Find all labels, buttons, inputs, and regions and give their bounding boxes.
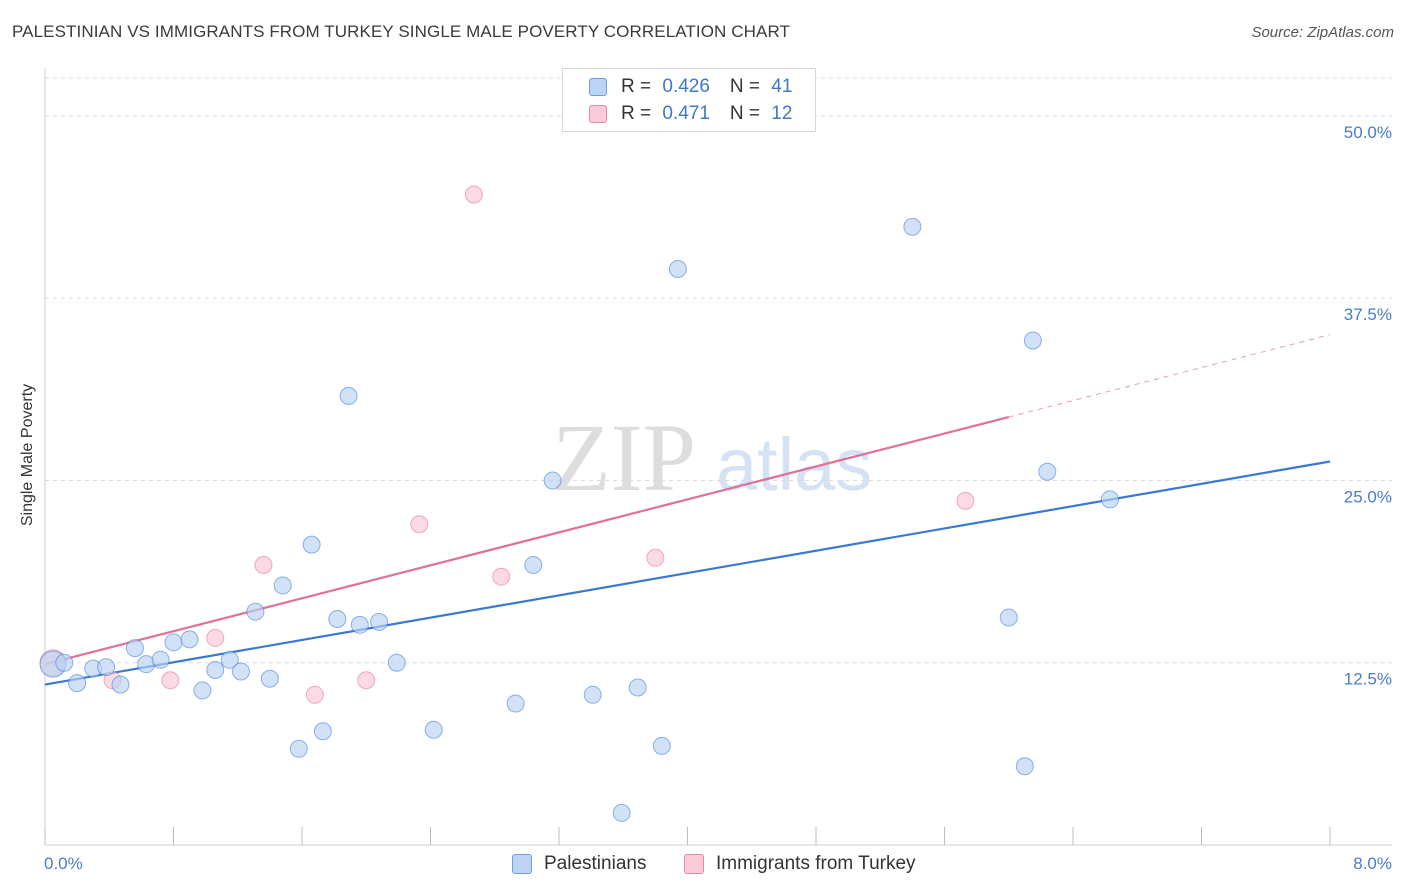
axes bbox=[44, 68, 1392, 846]
trend-line-turkey bbox=[44, 415, 1010, 666]
watermark: ZIP atlas bbox=[552, 404, 872, 511]
data-point-palestinians bbox=[1100, 490, 1119, 509]
data-point-palestinians bbox=[55, 653, 74, 672]
data-point-palestinians bbox=[220, 650, 239, 669]
watermark-zip: ZIP bbox=[552, 404, 696, 511]
source-label: Source: ZipAtlas.com bbox=[1251, 24, 1394, 41]
data-point-palestinians bbox=[350, 615, 369, 634]
data-point-palestinians bbox=[302, 535, 321, 554]
data-point-palestinians bbox=[180, 630, 199, 649]
data-point-turkey bbox=[254, 556, 273, 575]
data-point-palestinians bbox=[583, 685, 602, 704]
data-point-turkey bbox=[410, 515, 429, 534]
data-point-palestinians bbox=[206, 661, 225, 680]
data-point-palestinians bbox=[424, 720, 443, 739]
legend-r-value: 0.426 bbox=[662, 76, 710, 97]
data-point-palestinians bbox=[328, 609, 347, 628]
data-point-palestinians bbox=[231, 662, 250, 681]
bottom-legend-swatch-pink bbox=[684, 854, 704, 874]
data-point-palestinians bbox=[506, 694, 525, 713]
tick-labels: 12.5% 25.0% 37.5% 50.0% 0.0% 8.0% bbox=[44, 123, 1392, 873]
data-point-turkey bbox=[464, 185, 483, 204]
legend-swatch-blue bbox=[589, 78, 607, 96]
data-point-turkey bbox=[646, 548, 665, 567]
data-point-palestinians bbox=[1023, 331, 1042, 350]
legend-row-turkey: R = 0.471 N = 12 bbox=[589, 102, 792, 126]
chart-title: PALESTINIAN VS IMMIGRANTS FROM TURKEY SI… bbox=[12, 22, 791, 41]
data-point-palestinians bbox=[68, 674, 87, 693]
legend-r-value: 0.471 bbox=[662, 103, 710, 124]
legend-n-label: N = bbox=[729, 76, 766, 97]
data-point-palestinians bbox=[246, 602, 265, 621]
data-point-palestinians bbox=[524, 556, 543, 575]
bottom-legend-turkey: Immigrants from Turkey bbox=[684, 852, 916, 876]
gridlines bbox=[45, 77, 1392, 664]
correlation-legend: R = 0.426 N = 41 R = 0.471 N = 12 bbox=[562, 68, 816, 132]
data-point-turkey bbox=[492, 567, 511, 586]
bottom-legend-swatch-blue bbox=[512, 854, 532, 874]
data-point-palestinians bbox=[273, 576, 292, 595]
y-tick-label: 37.5% bbox=[1344, 305, 1392, 324]
legend-swatch-pink bbox=[589, 105, 607, 123]
bottom-legend-palestinians: Palestinians bbox=[512, 852, 646, 876]
data-point-palestinians bbox=[289, 739, 308, 758]
data-point-palestinians bbox=[903, 217, 922, 236]
data-point-palestinians bbox=[543, 471, 562, 490]
bottom-legend-label: Immigrants from Turkey bbox=[716, 853, 916, 874]
legend-n-value: 41 bbox=[771, 76, 793, 97]
data-point-turkey bbox=[956, 491, 975, 510]
data-point-palestinians bbox=[125, 639, 144, 658]
data-point-palestinians bbox=[668, 260, 687, 279]
data-point-turkey bbox=[357, 671, 376, 690]
data-point-palestinians bbox=[193, 681, 212, 700]
legend-r-label: R = bbox=[621, 103, 657, 124]
y-tick-label: 50.0% bbox=[1344, 123, 1392, 142]
data-point-turkey bbox=[161, 671, 180, 690]
bottom-legend-label: Palestinians bbox=[544, 853, 647, 874]
legend-n-label: N = bbox=[729, 103, 766, 124]
x-tick-label: 0.0% bbox=[44, 854, 83, 873]
x-tick-label: 8.0% bbox=[1353, 854, 1392, 873]
y-tick-label: 12.5% bbox=[1344, 670, 1392, 689]
data-point-palestinians bbox=[97, 658, 116, 677]
data-point-palestinians bbox=[260, 669, 279, 688]
watermark-atlas: atlas bbox=[716, 423, 872, 506]
data-point-turkey bbox=[305, 685, 324, 704]
legend-row-palestinians: R = 0.426 N = 41 bbox=[589, 75, 792, 99]
y-tick-label: 25.0% bbox=[1344, 487, 1392, 506]
data-point-palestinians bbox=[612, 803, 631, 822]
trend-line-extension bbox=[1008, 334, 1331, 418]
data-point-palestinians bbox=[151, 650, 170, 669]
data-point-palestinians bbox=[313, 722, 332, 741]
legend-n-value: 12 bbox=[771, 103, 793, 124]
data-point-palestinians bbox=[652, 736, 671, 755]
data-point-palestinians bbox=[999, 608, 1018, 627]
data-point-palestinians bbox=[628, 678, 647, 697]
data-point-palestinians bbox=[164, 633, 183, 652]
data-point-turkey bbox=[206, 628, 225, 647]
data-point-palestinians bbox=[1038, 462, 1057, 481]
data-point-palestinians bbox=[339, 386, 358, 405]
data-point-palestinians bbox=[370, 612, 389, 631]
legend-r-label: R = bbox=[621, 76, 657, 97]
data-points bbox=[39, 185, 1119, 822]
data-point-palestinians bbox=[111, 675, 130, 694]
data-point-palestinians bbox=[1015, 757, 1034, 776]
data-point-palestinians bbox=[387, 653, 406, 672]
